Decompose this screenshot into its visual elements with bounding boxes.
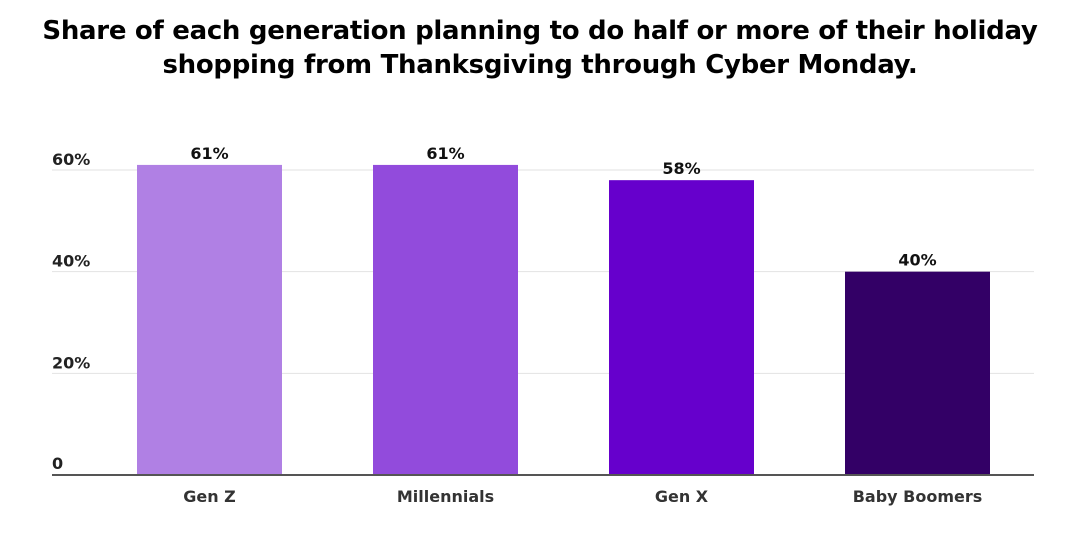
data-label: 61% [190,144,228,163]
chart-title-line-1: Share of each generation planning to do … [42,16,1038,46]
bars [137,164,990,475]
data-label: 40% [898,251,936,270]
y-tick-label: 60% [52,150,90,169]
data-labels: 61% 61% 58% 40% [190,144,936,270]
bar [137,164,282,475]
data-label: 61% [426,144,464,163]
data-label: 58% [662,159,700,178]
x-category-label: Millennials [397,487,494,506]
chart-title-line-2: shopping from Thanksgiving through Cyber… [162,50,918,80]
x-axis-categories: Gen Z Millennials Gen X Baby Boomers [183,487,982,506]
y-tick-label: 20% [52,353,90,372]
chart-title: Share of each generation planning to do … [0,14,1080,82]
x-category-label: Baby Boomers [853,487,983,506]
y-tick-label: 0 [52,454,63,473]
x-category-label: Gen X [655,487,709,506]
bar [609,180,754,475]
bar [373,164,518,475]
bar [845,271,990,475]
y-axis-ticks: 0 20% 40% 60% [52,150,90,473]
x-category-label: Gen Z [183,487,236,506]
y-tick-label: 40% [52,252,90,271]
